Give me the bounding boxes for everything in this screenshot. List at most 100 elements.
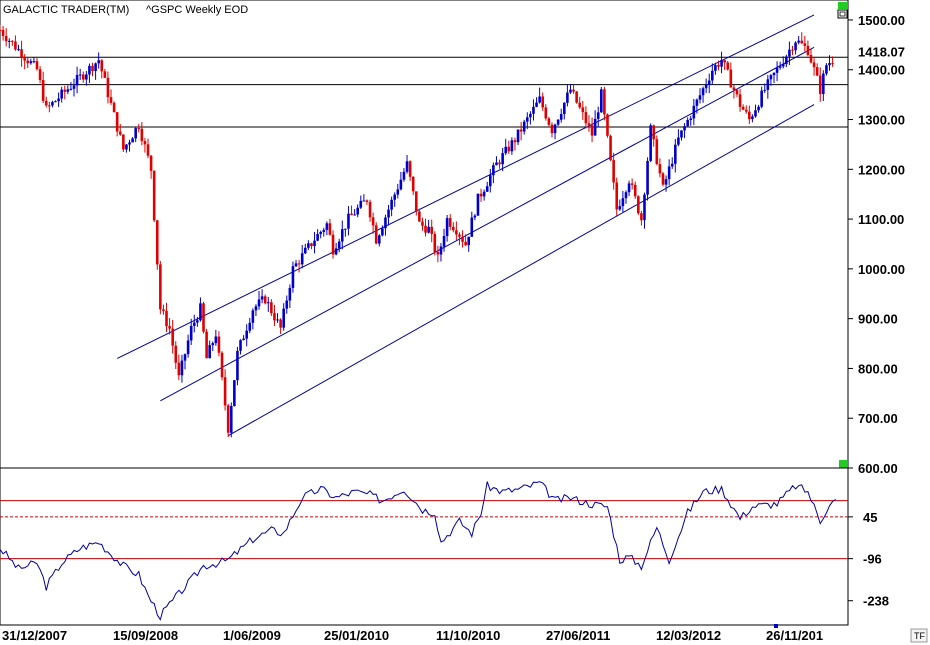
candle-body — [7, 40, 11, 42]
candle-body — [414, 191, 418, 212]
candle-body — [109, 97, 113, 103]
candle-body — [809, 54, 813, 63]
candle-body — [288, 287, 292, 301]
candle-body — [711, 70, 714, 81]
oscillator-tick-label: 45 — [863, 510, 877, 525]
candle-body — [72, 85, 76, 89]
candle-body — [4, 36, 8, 42]
price-tick-label: 700.00 — [858, 411, 898, 426]
date-tick-label: 26/11/201 — [766, 628, 823, 643]
panel-divider-marker-icon[interactable] — [839, 460, 847, 468]
candle-body — [279, 319, 282, 328]
candle-body — [831, 63, 834, 65]
candle-body — [418, 211, 421, 222]
candle-body — [670, 163, 674, 167]
candle-body — [442, 235, 446, 247]
candle-body — [17, 49, 20, 51]
candle-body — [171, 328, 174, 346]
candle-body — [581, 107, 585, 113]
candle-body — [473, 215, 477, 218]
candle-body — [609, 135, 612, 161]
candle-body — [519, 129, 523, 132]
date-tick-label: 1/06/2009 — [223, 628, 281, 643]
candle-body — [270, 302, 273, 314]
candle-body — [726, 62, 730, 70]
candle-body — [54, 101, 57, 103]
candle-body — [94, 63, 97, 71]
candle-body — [263, 296, 267, 304]
candle-body — [248, 322, 252, 331]
candle-body — [652, 125, 656, 140]
candle-body — [328, 223, 332, 235]
candle-body — [217, 336, 221, 353]
candle-body — [692, 105, 696, 119]
candle-body — [411, 176, 415, 192]
expand-icon-inner — [839, 11, 846, 17]
candle-body — [587, 123, 591, 126]
candle-body — [630, 183, 634, 185]
candle-body — [32, 61, 36, 63]
candle-body — [627, 183, 631, 193]
candle-body — [146, 144, 150, 156]
candle-body — [57, 98, 60, 102]
candle-body — [38, 69, 42, 81]
candle-body — [266, 302, 270, 304]
candle-body — [714, 65, 717, 71]
candle-body — [340, 229, 344, 242]
price-plot-area — [0, 0, 849, 469]
candle-body — [63, 89, 67, 92]
candle-body — [479, 193, 483, 197]
candle-body — [199, 303, 202, 321]
candle-body — [754, 110, 757, 117]
candle-body — [88, 65, 91, 75]
date-tick-label: 11/10/2010 — [436, 628, 500, 643]
time-cursor-icon[interactable] — [774, 624, 778, 628]
candle-body — [458, 234, 461, 237]
candle-body — [791, 49, 794, 51]
candle-body — [621, 198, 625, 207]
candle-body — [362, 200, 366, 202]
date-axis: 31/12/2007 15/09/2008 1/06/2009 25/01/2010 1… — [2, 628, 823, 643]
candle-body — [707, 80, 711, 85]
candle-body — [214, 336, 218, 344]
candle-body — [646, 160, 649, 195]
candle-body — [1, 30, 5, 37]
price-tick-label: 1400.00 — [858, 63, 905, 78]
top-marker-icon[interactable] — [838, 2, 847, 9]
candle-body — [686, 120, 689, 127]
candle-body — [149, 155, 153, 171]
candle-body — [381, 228, 384, 236]
candle-body — [603, 89, 606, 115]
expand-icon[interactable] — [837, 9, 848, 19]
candle-body — [387, 209, 390, 218]
candle-body — [125, 144, 128, 150]
candle-body — [291, 266, 295, 288]
channel-line — [227, 104, 815, 437]
candle-body — [803, 43, 807, 46]
candle-body — [137, 128, 141, 130]
candle-body — [757, 106, 760, 111]
oscillator-tick-label: -238 — [863, 594, 889, 609]
candle-body — [257, 299, 261, 307]
candle-body — [226, 405, 230, 433]
candle-body — [704, 84, 708, 89]
candle-body — [236, 350, 239, 381]
candle-body — [174, 345, 178, 363]
candle-body — [69, 88, 73, 90]
candle-body — [100, 60, 104, 72]
candle-body — [368, 201, 372, 218]
candle-body — [732, 87, 736, 90]
candle-body — [751, 116, 754, 120]
candle-body — [575, 91, 578, 103]
symbol-label: ^GSPC Weekly EOD — [146, 4, 248, 16]
candle-body — [538, 96, 541, 103]
candle-body — [85, 74, 88, 80]
candle-body — [143, 141, 147, 145]
candle-body — [729, 69, 733, 88]
candle-body — [794, 42, 797, 51]
candle-body — [822, 73, 825, 95]
candle-body — [590, 125, 594, 136]
candle-body — [600, 89, 603, 113]
tf-button[interactable] — [910, 628, 928, 643]
